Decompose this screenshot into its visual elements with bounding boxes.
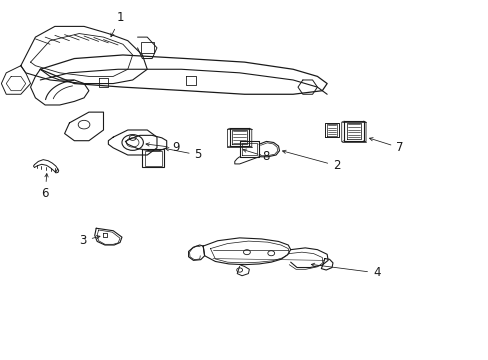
Text: 4: 4 — [311, 263, 380, 279]
Bar — [142, 149, 164, 167]
Bar — [144, 151, 162, 166]
Text: 7: 7 — [369, 138, 403, 154]
Text: 5: 5 — [165, 148, 202, 162]
Text: 3: 3 — [79, 234, 100, 247]
Text: 6: 6 — [41, 174, 49, 200]
Text: 1: 1 — [111, 11, 124, 37]
Text: 2: 2 — [282, 150, 340, 172]
Text: 9: 9 — [146, 141, 180, 154]
Text: 8: 8 — [243, 149, 269, 163]
Bar — [141, 42, 153, 53]
